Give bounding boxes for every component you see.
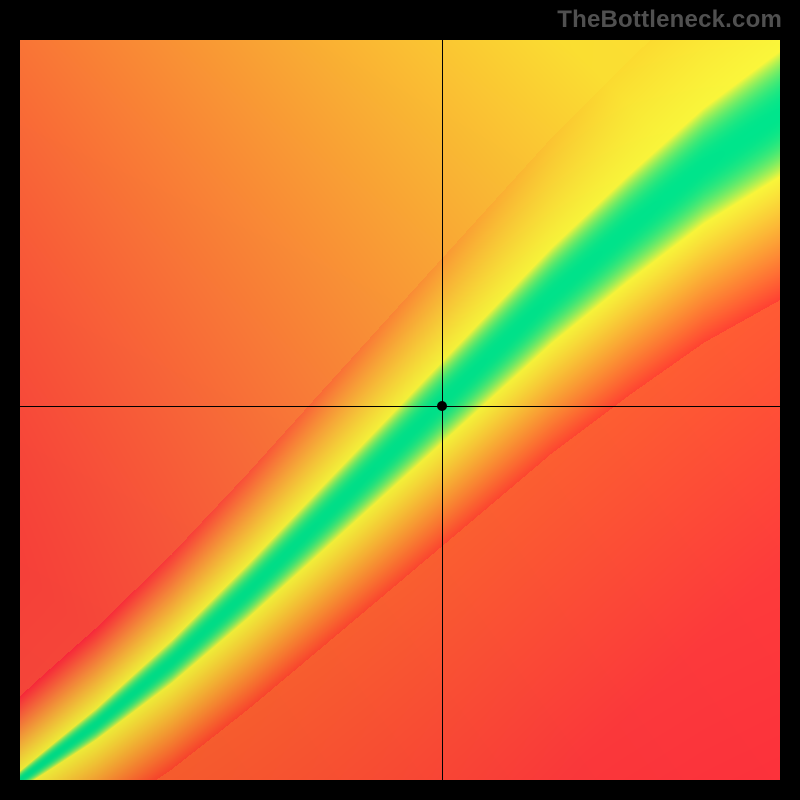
chart-container: TheBottleneck.com bbox=[0, 0, 800, 800]
marker-dot bbox=[437, 401, 447, 411]
plot-area bbox=[20, 40, 780, 780]
heatmap-canvas bbox=[20, 40, 780, 780]
crosshair-horizontal bbox=[20, 406, 780, 407]
watermark-text: TheBottleneck.com bbox=[557, 6, 782, 34]
